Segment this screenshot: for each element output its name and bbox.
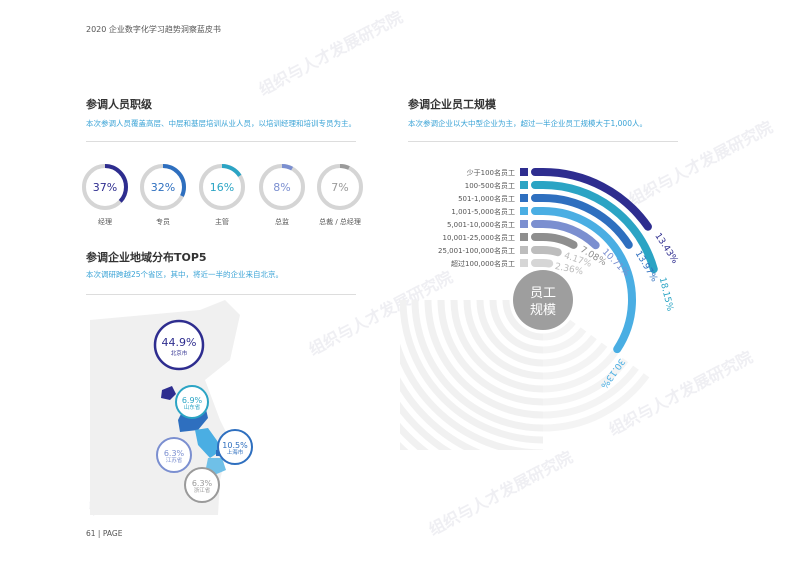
level-label: 主管 bbox=[215, 218, 229, 226]
region-bubble bbox=[153, 319, 205, 371]
radial-bar bbox=[531, 259, 554, 268]
background-ring bbox=[542, 327, 587, 354]
background-ring bbox=[502, 299, 544, 341]
scale-title: 参调企业员工规模 bbox=[408, 98, 496, 111]
center-label: 员工 bbox=[530, 286, 556, 301]
background-ring bbox=[450, 299, 544, 393]
legend-swatch bbox=[520, 220, 528, 228]
divider bbox=[86, 141, 356, 142]
document-header: 2020 企业数字化学习趋势洞察蓝皮书 bbox=[86, 25, 221, 34]
region-bubble bbox=[217, 429, 253, 465]
background-ring bbox=[411, 299, 544, 432]
background-ring bbox=[437, 299, 544, 406]
region-name: 上海市 bbox=[227, 448, 244, 456]
level-label: 专员 bbox=[156, 218, 170, 226]
levels-subtitle: 本次参调人员覆盖高层、中层和基层培训从业人员，以培训经理和培训专员为主。 bbox=[86, 119, 356, 128]
region-name: 江苏省 bbox=[166, 456, 183, 464]
page-number: 61 | PAGE bbox=[86, 529, 123, 538]
background-ring bbox=[476, 299, 544, 367]
donut-arc bbox=[317, 164, 363, 210]
background-ring bbox=[400, 401, 452, 450]
donut-value: 32% bbox=[151, 181, 175, 194]
radial-bar bbox=[531, 246, 562, 257]
radial-bar bbox=[531, 207, 636, 354]
background-ring bbox=[424, 299, 544, 419]
radial-bar bbox=[531, 168, 652, 231]
donut-arc bbox=[259, 164, 305, 210]
divider bbox=[408, 141, 678, 142]
background-ring bbox=[489, 299, 544, 354]
background-ring bbox=[542, 365, 639, 419]
data-label: 18.15% bbox=[657, 277, 675, 313]
background-ring bbox=[542, 342, 608, 380]
legend-label: 5,001-10,000名员工 bbox=[447, 220, 515, 229]
legend-swatch bbox=[520, 246, 528, 254]
region-value: 6.3% bbox=[164, 449, 185, 458]
background-ring bbox=[542, 334, 597, 367]
watermark: 组织与人才发展研究院 bbox=[425, 447, 576, 540]
background-ring bbox=[542, 350, 618, 393]
region-bubble bbox=[156, 437, 192, 473]
legend-swatch bbox=[520, 207, 528, 215]
legend-label: 25,001-100,000名员工 bbox=[438, 246, 515, 255]
legend-label: 501-1,000名员工 bbox=[458, 194, 515, 203]
beijing-shape bbox=[161, 386, 176, 400]
legend-label: 10,001-25,000名员工 bbox=[442, 233, 515, 242]
divider bbox=[86, 294, 356, 295]
legend-label: 1,001-5,000名员工 bbox=[451, 207, 515, 216]
region-value: 6.3% bbox=[192, 479, 213, 488]
levels-title: 参调人员职级 bbox=[86, 98, 152, 111]
background-ring bbox=[463, 299, 544, 380]
region-subtitle: 本次调研跨越25个省区，其中，将近一半的企业来自北京。 bbox=[86, 270, 284, 279]
level-label: 经理 bbox=[98, 218, 112, 226]
donut-arc bbox=[199, 164, 245, 210]
radial-bar bbox=[531, 220, 600, 250]
region-value: 10.5% bbox=[222, 441, 248, 450]
background-ring bbox=[542, 319, 576, 341]
region-bubble bbox=[184, 467, 220, 503]
level-label: 总监 bbox=[275, 218, 289, 226]
region-bubble bbox=[175, 385, 209, 419]
jiangsu-shape bbox=[195, 428, 222, 458]
level-donuts: 37% 32% 16% 8% 7% bbox=[82, 164, 363, 210]
region-title: 参调企业地域分布TOP5 bbox=[86, 251, 207, 264]
background-ring bbox=[400, 299, 544, 444]
background-ring bbox=[542, 373, 650, 432]
radial-bar bbox=[531, 181, 658, 274]
region-name: 浙江省 bbox=[194, 486, 211, 494]
donut-value: 16% bbox=[210, 181, 234, 194]
legend-label: 超过100,000名员工 bbox=[451, 259, 515, 268]
legend-swatch bbox=[520, 194, 528, 202]
donut-arc bbox=[82, 164, 128, 210]
center-circle bbox=[513, 270, 573, 330]
legend-swatch bbox=[520, 259, 528, 267]
donut-value: 37% bbox=[93, 181, 117, 194]
legend-label: 100-500名员工 bbox=[465, 181, 515, 190]
radial-bar bbox=[531, 194, 633, 249]
legend-swatch bbox=[520, 233, 528, 241]
donut-value: 7% bbox=[331, 181, 348, 194]
employee-scale-chart: 少于100名员工 13.43% 100-500名员工 18.15% 501-1,000名… bbox=[400, 168, 680, 450]
data-label: 13.43% bbox=[652, 231, 679, 266]
scale-subtitle: 本次参调企业以大中型企业为主，超过一半企业员工规模大于1,000人。 bbox=[408, 119, 647, 128]
center-label: 规模 bbox=[530, 303, 556, 318]
region-name: 山东省 bbox=[184, 403, 201, 411]
radial-bar bbox=[531, 233, 578, 249]
legend-swatch bbox=[520, 181, 528, 189]
donut-arc bbox=[140, 164, 186, 210]
level-label: 总裁 / 总经理 bbox=[319, 218, 361, 226]
background-ring bbox=[400, 377, 481, 450]
background-ring bbox=[400, 343, 544, 450]
region-name: 北京市 bbox=[171, 349, 188, 357]
region-value: 44.9% bbox=[162, 336, 197, 349]
region-value: 6.9% bbox=[182, 396, 203, 405]
legend-label: 少于100名员工 bbox=[467, 168, 515, 177]
legend-swatch bbox=[520, 168, 528, 176]
background-ring bbox=[400, 422, 429, 450]
watermark: 组织与人才发展研究院 bbox=[255, 7, 406, 100]
donut-value: 8% bbox=[273, 181, 290, 194]
background-ring bbox=[542, 357, 629, 406]
